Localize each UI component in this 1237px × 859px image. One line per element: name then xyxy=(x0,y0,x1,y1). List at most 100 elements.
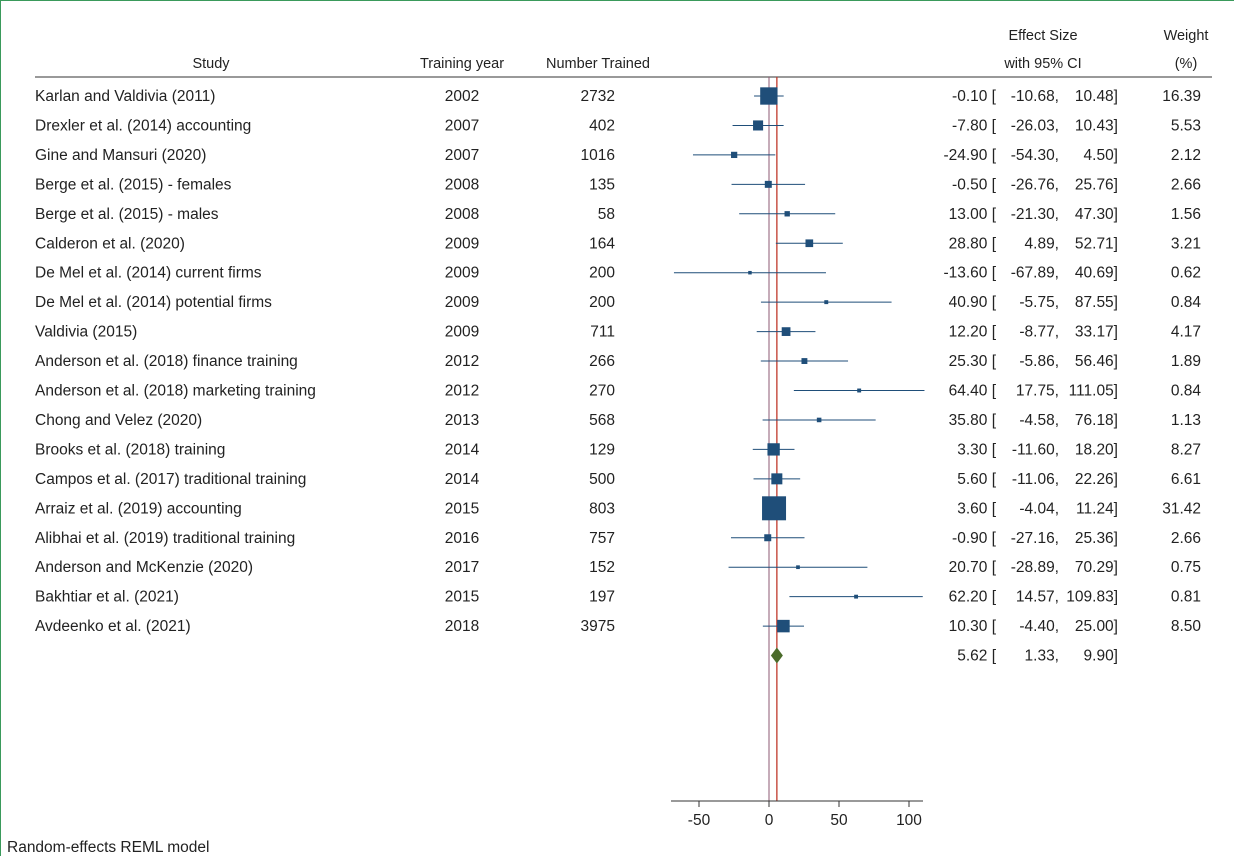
weight-value: 8.27 xyxy=(1171,441,1201,458)
study-name: De Mel et al. (2014) potential firms xyxy=(35,294,272,311)
effect-size-value: 5.60 [ xyxy=(957,471,996,488)
effect-marker xyxy=(748,270,752,275)
ci-upper-value: 70.29] xyxy=(1075,559,1118,576)
study-row: Drexler et al. (2014) accounting 2007 402 -… xyxy=(35,117,1201,134)
ci-lower-value: -67.89, xyxy=(1011,265,1059,282)
weight-value: 4.17 xyxy=(1171,324,1201,341)
number-trained: 568 xyxy=(589,412,615,429)
ci-upper-value: 4.50] xyxy=(1084,147,1118,164)
study-name: Drexler et al. (2014) accounting xyxy=(35,117,251,134)
study-name: Karlan and Valdivia (2011) xyxy=(35,88,215,105)
ci-upper-value: 10.48] xyxy=(1075,88,1118,105)
effect-size-value: 10.30 [ xyxy=(949,618,997,635)
study-row: Avdeenko et al. (2021) 2018 3975 10.30 [-4.… xyxy=(35,618,1201,635)
number-trained: 270 xyxy=(589,383,615,400)
model-note: Random-effects REML model xyxy=(7,839,209,856)
training-year: 2008 xyxy=(445,176,479,193)
study-name: Brooks et al. (2018) training xyxy=(35,441,225,458)
number-trained: 402 xyxy=(589,117,615,134)
training-year: 2017 xyxy=(445,559,479,576)
study-name: Calderon et al. (2020) xyxy=(35,235,185,252)
header-training-year: Training year xyxy=(420,56,504,72)
effect-marker xyxy=(762,496,787,521)
weight-value: 1.13 xyxy=(1171,412,1201,429)
effect-size-value: 20.70 [ xyxy=(949,559,997,576)
study-row: Anderson et al. (2018) finance training 2… xyxy=(35,353,1201,370)
weight-value: 0.62 xyxy=(1171,265,1201,282)
ci-upper-value: 47.30] xyxy=(1075,206,1118,223)
ci-lower-value: -4.04, xyxy=(1019,500,1059,517)
effect-size-value: 64.40 [ xyxy=(949,383,997,400)
ci-lower-value: -54.30, xyxy=(1011,147,1059,164)
effect-marker xyxy=(781,327,791,336)
number-trained: 3975 xyxy=(581,618,615,635)
study-row: De Mel et al. (2014) potential firms 2009… xyxy=(35,294,1201,311)
ci-lower-value: -4.40, xyxy=(1019,618,1059,635)
weight-value: 0.84 xyxy=(1171,294,1202,311)
weight-value: 16.39 xyxy=(1162,88,1201,105)
ci-upper-value: 76.18] xyxy=(1075,412,1118,429)
training-year: 2015 xyxy=(445,500,479,517)
weight-value: 5.53 xyxy=(1171,117,1201,134)
effect-marker xyxy=(777,619,790,633)
ci-upper-value: 11.24] xyxy=(1076,500,1118,517)
weight-value: 2.12 xyxy=(1171,147,1201,164)
effect-marker xyxy=(824,300,829,305)
ci-upper-value: 22.26] xyxy=(1075,471,1118,488)
x-tick-label: 50 xyxy=(830,812,848,829)
ci-lower-value: -28.89, xyxy=(1011,559,1059,576)
header-study: Study xyxy=(192,56,230,72)
study-row: Berge et al. (2015) - males 2008 58 13.00 [… xyxy=(35,206,1201,223)
effect-size-value: 40.90 [ xyxy=(949,294,997,311)
weight-value: 3.21 xyxy=(1171,235,1201,252)
study-row: Anderson et al. (2018) marketing trainin… xyxy=(35,383,1201,400)
effect-marker xyxy=(764,534,772,542)
ci-lower-value: 4.89, xyxy=(1025,235,1059,252)
effect-marker xyxy=(854,594,859,599)
effect-marker xyxy=(784,211,790,217)
x-tick-label: 100 xyxy=(896,812,922,829)
training-year: 2012 xyxy=(445,353,479,370)
weight-value: 6.61 xyxy=(1171,471,1201,488)
study-row: Valdivia (2015) 2009 711 12.20 [-8.77, 33.17… xyxy=(35,324,1201,341)
effect-size-value: 62.20 [ xyxy=(949,589,997,606)
number-trained: 129 xyxy=(589,441,615,458)
weight-value: 2.66 xyxy=(1171,530,1201,547)
weight-value: 2.66 xyxy=(1171,176,1201,193)
ci-lower-value: -4.58, xyxy=(1019,412,1059,429)
study-name: Chong and Velez (2020) xyxy=(35,412,202,429)
training-year: 2009 xyxy=(445,235,479,252)
x-tick-label: -50 xyxy=(688,812,711,829)
pooled-ci-lower: 1.33, xyxy=(1025,648,1059,665)
pooled-ci-upper: 9.90] xyxy=(1084,648,1118,665)
number-trained: 164 xyxy=(589,235,615,252)
effect-marker xyxy=(764,180,772,188)
effect-marker xyxy=(767,443,780,456)
effect-size-value: 28.80 [ xyxy=(949,235,997,252)
ci-upper-value: 25.36] xyxy=(1075,530,1118,547)
study-name: Valdivia (2015) xyxy=(35,324,137,341)
ci-upper-value: 56.46] xyxy=(1075,353,1118,370)
training-year: 2007 xyxy=(445,147,479,164)
study-name: Avdeenko et al. (2021) xyxy=(35,618,191,635)
ci-lower-value: -11.60, xyxy=(1012,441,1059,458)
study-name: Alibhai et al. (2019) traditional traini… xyxy=(35,530,295,547)
study-name: Anderson et al. (2018) finance training xyxy=(35,353,298,370)
training-year: 2013 xyxy=(445,412,479,429)
ci-lower-value: -8.77, xyxy=(1019,324,1059,341)
number-trained: 152 xyxy=(589,559,615,576)
weight-value: 0.84 xyxy=(1171,383,1202,400)
ci-lower-value: -11.06, xyxy=(1012,471,1059,488)
number-trained: 2732 xyxy=(581,88,615,105)
training-year: 2016 xyxy=(445,530,479,547)
ci-lower-value: -26.03, xyxy=(1011,117,1059,134)
number-trained: 757 xyxy=(589,530,615,547)
study-name: Anderson and McKenzie (2020) xyxy=(35,559,253,576)
ci-upper-value: 25.76] xyxy=(1075,176,1118,193)
ci-upper-value: 87.55] xyxy=(1075,294,1118,311)
number-trained: 58 xyxy=(598,206,615,223)
training-year: 2009 xyxy=(445,265,479,282)
study-name: Berge et al. (2015) - males xyxy=(35,206,219,223)
training-year: 2015 xyxy=(445,589,479,606)
